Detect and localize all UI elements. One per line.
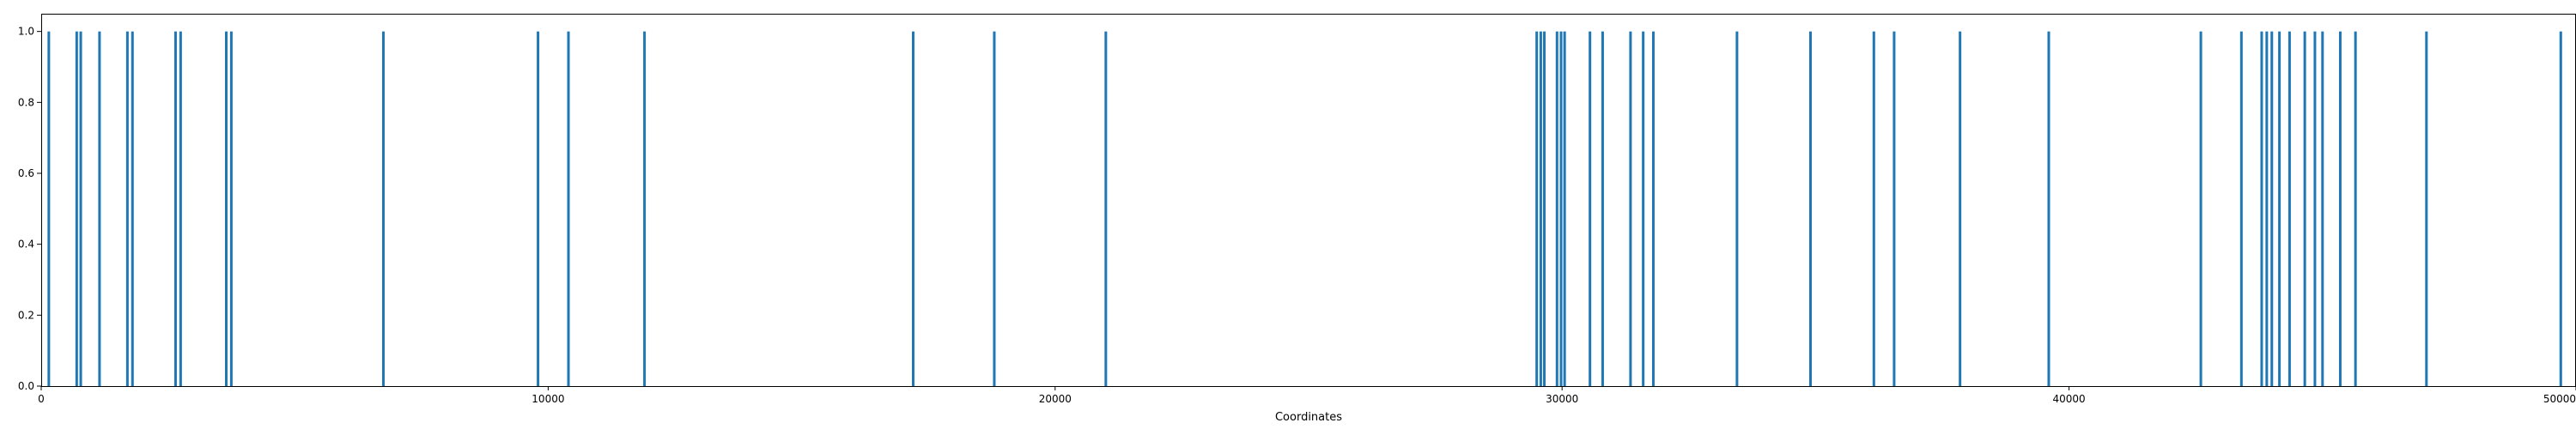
bar xyxy=(2260,31,2263,387)
bars-layer xyxy=(47,31,2562,387)
bar xyxy=(2338,31,2342,387)
bar xyxy=(1104,31,1108,387)
bar xyxy=(75,31,78,387)
y-tick-label: 1.0 xyxy=(18,26,34,38)
bar xyxy=(1543,31,1546,387)
bar xyxy=(2287,31,2291,387)
bar xyxy=(2265,31,2269,387)
x-ticks-layer: 0 10000 20000 30000 40000 50000 xyxy=(38,386,2576,405)
bar xyxy=(229,31,233,387)
bar xyxy=(537,31,540,387)
bar xyxy=(1651,31,1655,387)
bar xyxy=(2270,31,2274,387)
bar xyxy=(1959,31,1962,387)
bar xyxy=(125,31,129,387)
bar xyxy=(2313,31,2317,387)
bar xyxy=(173,31,177,387)
bar xyxy=(1735,31,1739,387)
bar xyxy=(2239,31,2243,387)
bar xyxy=(2354,31,2357,387)
bar xyxy=(47,31,51,387)
bar xyxy=(1629,31,1632,387)
x-tick-label: 20000 xyxy=(1039,393,1072,405)
bar xyxy=(2303,31,2306,387)
bar xyxy=(382,31,386,387)
bar xyxy=(98,31,101,387)
y-tick-label: 0.8 xyxy=(18,96,34,108)
bar xyxy=(79,31,82,387)
bar xyxy=(2047,31,2050,387)
y-tick-label: 0.6 xyxy=(18,167,34,179)
bar xyxy=(2321,31,2324,387)
bar xyxy=(993,31,996,387)
x-tick-label: 50000 xyxy=(2543,393,2576,405)
bar xyxy=(1535,31,1539,387)
bar xyxy=(911,31,914,387)
bar xyxy=(643,31,647,387)
bar xyxy=(1555,31,1558,387)
bar xyxy=(2425,31,2428,387)
plot-frame xyxy=(41,14,2576,387)
y-tick-label: 0.4 xyxy=(18,239,34,251)
bar xyxy=(225,31,228,387)
x-tick-label: 40000 xyxy=(2053,393,2086,405)
bar xyxy=(1559,31,1563,387)
bar xyxy=(2559,31,2562,387)
x-tick-label: 30000 xyxy=(1546,393,1578,405)
bar xyxy=(179,31,182,387)
bar xyxy=(1601,31,1604,387)
bar xyxy=(131,31,134,387)
bar xyxy=(1872,31,1875,387)
bar xyxy=(1642,31,1645,387)
bar xyxy=(1539,31,1542,387)
y-ticks-layer: 0.0 0.2 0.4 0.6 0.8 1.0 xyxy=(18,26,41,392)
x-tick-label: 0 xyxy=(38,393,45,405)
y-tick-label: 0.2 xyxy=(18,309,34,321)
bar xyxy=(1589,31,1592,387)
bar xyxy=(1563,31,1566,387)
x-tick-label: 10000 xyxy=(532,393,564,405)
bar xyxy=(567,31,570,387)
bar xyxy=(1893,31,1896,387)
bar xyxy=(1809,31,1812,387)
y-tick-label: 0.0 xyxy=(18,380,34,392)
bar xyxy=(2278,31,2281,387)
bar xyxy=(2199,31,2202,387)
x-axis-title: Coordinates xyxy=(1275,411,1342,424)
